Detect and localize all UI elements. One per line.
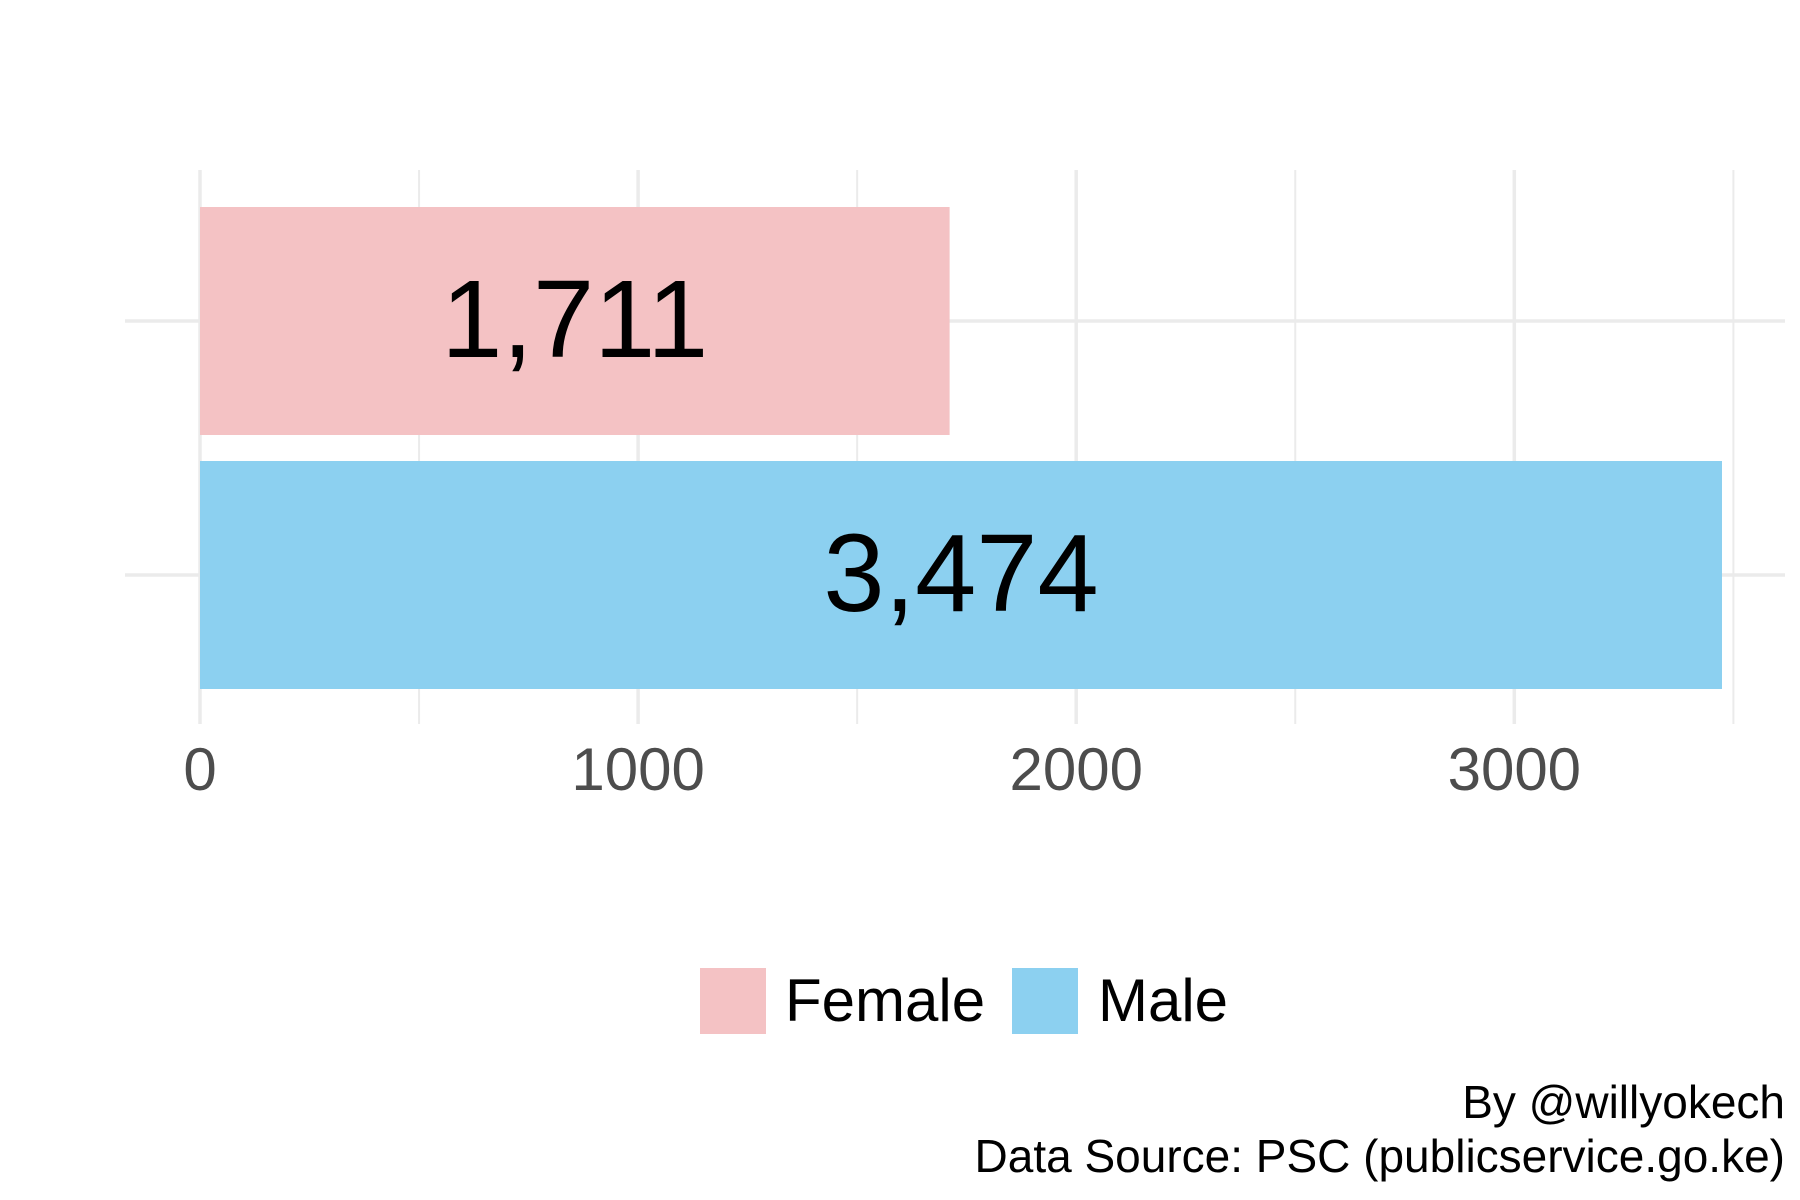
bar-female	[200, 207, 950, 435]
bar-value-label: 3,474	[823, 512, 1098, 635]
bar-value-label: 1,711	[441, 258, 708, 381]
caption-author: By @willyokech	[1462, 1076, 1785, 1128]
legend-label-female: Female	[785, 967, 985, 1034]
bar-value-labels: 1,711 3,474	[441, 258, 1098, 635]
x-axis-tick-labels: 0 1000 2000 3000	[183, 736, 1581, 803]
bar-male	[200, 461, 1722, 689]
legend-key-female	[700, 968, 766, 1034]
x-tick-label: 2000	[1009, 736, 1142, 803]
legend-label-male: Male	[1098, 967, 1228, 1034]
x-tick-label: 1000	[571, 736, 704, 803]
legend: Female Male	[700, 967, 1228, 1034]
bars	[200, 207, 1722, 689]
x-tick-label: 3000	[1448, 736, 1581, 803]
legend-key-male	[1012, 968, 1078, 1034]
caption-source: Data Source: PSC (publicservice.go.ke)	[974, 1130, 1785, 1182]
x-tick-label: 0	[183, 736, 216, 803]
